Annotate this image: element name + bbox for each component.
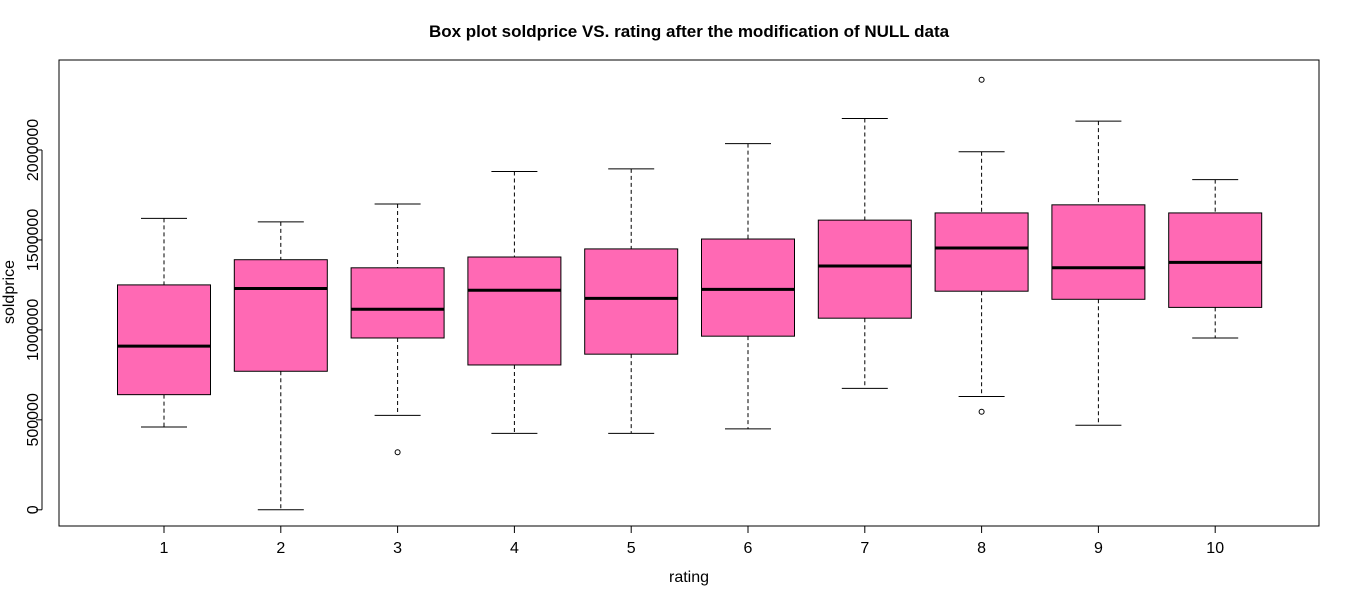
- iqr-box: [350, 267, 445, 339]
- x-tick-label: 9: [1094, 540, 1103, 557]
- box-group-rating-2: [233, 221, 328, 511]
- box-group-rating-5: [584, 168, 679, 434]
- iqr-box: [817, 219, 912, 319]
- boxes-layer: [117, 76, 1263, 511]
- x-tick-label: 6: [744, 540, 753, 557]
- x-tick-label: 2: [276, 540, 285, 557]
- y-axis-label: soldprice: [1, 260, 18, 324]
- y-tick-label: 1500000: [25, 209, 42, 271]
- x-tick-label: 3: [393, 540, 402, 557]
- iqr-box: [584, 248, 679, 355]
- y-tick-label: 1000000: [25, 299, 42, 361]
- box-group-rating-6: [701, 143, 795, 430]
- x-tick-label: 10: [1206, 540, 1224, 557]
- x-tick-label: 5: [627, 540, 636, 557]
- x-tick-label: 4: [510, 540, 519, 557]
- iqr-box: [701, 238, 795, 337]
- outlier-point: [978, 408, 985, 415]
- iqr-box: [934, 212, 1029, 292]
- box-group-rating-1: [117, 217, 211, 428]
- iqr-box: [1168, 212, 1263, 308]
- outlier-point: [394, 449, 401, 456]
- x-tick-label: 7: [860, 540, 869, 557]
- box-group-rating-8: [934, 76, 1029, 415]
- box-group-rating-4: [467, 171, 562, 434]
- box-group-rating-9: [1051, 120, 1146, 426]
- outlier-point: [978, 76, 985, 83]
- box-group-rating-10: [1168, 179, 1263, 339]
- box-group-rating-7: [817, 117, 912, 389]
- box-group-rating-3: [350, 203, 445, 456]
- y-tick-label: 0: [25, 505, 42, 514]
- x-axis: 1 2 3 4 5 6 7 8 9 10: [160, 525, 1224, 557]
- iqr-box: [1051, 204, 1146, 300]
- iqr-box: [117, 284, 211, 396]
- x-axis-label: rating: [669, 569, 709, 586]
- iqr-box: [233, 259, 328, 372]
- chart-title: Box plot soldprice VS. rating after the …: [429, 22, 950, 41]
- y-tick-label: 2000000: [25, 119, 42, 181]
- x-tick-label: 1: [160, 540, 169, 557]
- y-tick-label: 500000: [25, 393, 42, 446]
- y-axis: 0 500000 1000000 1500000 2000000: [25, 119, 43, 514]
- x-tick-label: 8: [977, 540, 986, 557]
- iqr-box: [467, 256, 562, 366]
